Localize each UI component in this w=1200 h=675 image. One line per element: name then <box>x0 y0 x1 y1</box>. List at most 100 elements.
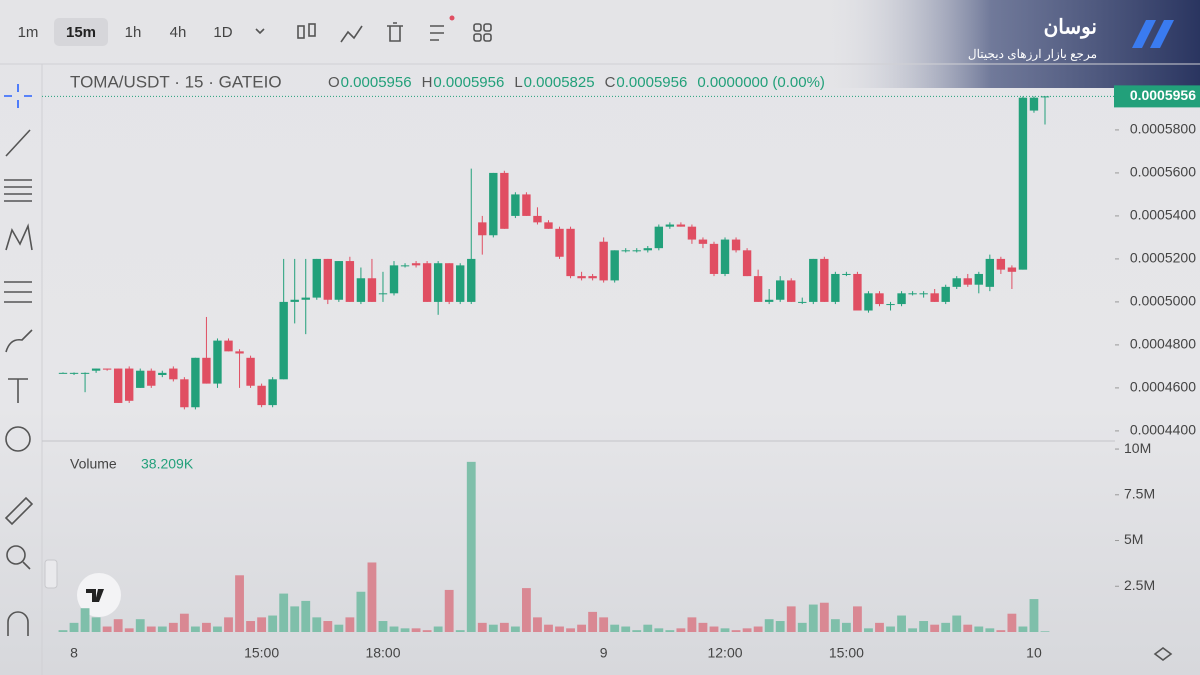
volume-bar <box>367 562 377 632</box>
volume-bar <box>996 630 1006 632</box>
candle-body <box>1007 267 1017 272</box>
list-icon[interactable] <box>430 25 444 41</box>
candle-body <box>113 368 123 403</box>
fib-tool[interactable] <box>4 179 32 202</box>
collapse-handle[interactable] <box>44 559 58 589</box>
volume-bar <box>753 626 763 632</box>
candle-body <box>775 280 785 300</box>
candle-body <box>411 263 421 266</box>
volume-bar <box>908 628 918 632</box>
interval-button[interactable]: 15m <box>66 24 96 41</box>
tv-logo <box>77 573 121 617</box>
layout-icon[interactable] <box>473 33 482 42</box>
ohlc-label: O <box>328 74 340 91</box>
brand-tagline: مرجع بازار ارزهای دیجیتال <box>968 47 1097 61</box>
volume-label: Volume <box>70 456 117 472</box>
candle-body <box>731 239 741 251</box>
tv-glyph <box>86 589 104 602</box>
ruler-tool[interactable] <box>4 496 34 526</box>
volume-bar <box>444 589 454 632</box>
volume-bar <box>157 626 167 632</box>
indicator-icon[interactable] <box>340 25 363 43</box>
emoji-tool[interactable] <box>5 426 31 452</box>
volume-bar <box>643 624 653 632</box>
interval-button[interactable]: 1h <box>125 24 142 41</box>
volume-bar <box>577 624 586 632</box>
projection-tool[interactable] <box>4 281 32 303</box>
candle-body <box>224 340 233 352</box>
line-tool[interactable] <box>5 129 31 157</box>
brand-logo <box>1132 20 1174 48</box>
candle-body <box>698 239 708 244</box>
candle-body <box>290 299 299 302</box>
volume-bar <box>334 624 344 632</box>
volume-bar <box>533 617 542 632</box>
candle-body <box>588 276 597 279</box>
volume-bar <box>654 628 664 632</box>
candle-body <box>599 241 608 281</box>
candle-body <box>378 293 388 295</box>
candle-icon[interactable] <box>297 25 305 39</box>
volume-bar <box>378 621 388 632</box>
candle-body <box>687 226 697 240</box>
volume-bar <box>301 600 311 632</box>
y-tick-label: 0.0004600 <box>1130 379 1196 395</box>
layout-icon[interactable] <box>473 23 482 32</box>
interval-dropdown[interactable] <box>255 28 265 35</box>
brush-tool[interactable] <box>5 329 33 353</box>
volume-bar <box>599 617 609 632</box>
interval-button[interactable]: 1D <box>213 24 232 41</box>
y2-tick-label: 7.5M <box>1124 485 1155 501</box>
volume-bar <box>665 630 675 632</box>
volume-bar <box>312 617 322 632</box>
ohlc-label: H <box>422 74 433 91</box>
volume-bar <box>224 617 233 632</box>
pattern-tool[interactable] <box>5 223 33 251</box>
magnet-tool[interactable] <box>7 611 29 636</box>
y-tick-label: 0.0004800 <box>1130 336 1196 352</box>
candle-body <box>301 297 310 300</box>
volume-bar <box>687 617 697 632</box>
volume-bar <box>952 615 962 632</box>
candle-body <box>875 293 884 305</box>
symbol-title: TOMA/USDT · 15 · GATEIO <box>70 72 282 91</box>
volume-bar <box>775 621 785 632</box>
candle-body <box>213 340 222 384</box>
layout-icon[interactable] <box>483 33 492 42</box>
candle-body <box>522 194 531 216</box>
candle-body <box>246 357 255 386</box>
candle-body <box>102 368 112 370</box>
y-tick-label: 0.0004400 <box>1130 422 1196 438</box>
x-tick-label: 12:00 <box>707 645 742 661</box>
interval-button[interactable]: 4h <box>170 24 187 41</box>
volume-bar <box>168 622 178 632</box>
layout-icon[interactable] <box>483 23 492 32</box>
crosshair-tool[interactable] <box>4 84 32 108</box>
ohlc-value: 0.0005956 <box>616 74 687 91</box>
candle-body <box>787 280 796 302</box>
settings-icon[interactable] <box>1153 647 1173 661</box>
candle-body <box>809 258 818 302</box>
candle-body <box>80 372 90 374</box>
y2-tick-label: 2.5M <box>1124 577 1155 593</box>
text-tool[interactable] <box>8 378 28 403</box>
y-tick-label: 0.0005200 <box>1130 250 1196 266</box>
zoom-tool[interactable] <box>22 561 31 570</box>
zoom-tool[interactable] <box>6 545 26 565</box>
candle-icon[interactable] <box>308 23 316 37</box>
volume-bar <box>69 622 79 632</box>
interval-button[interactable]: 1m <box>18 24 39 41</box>
candle-body <box>235 351 244 354</box>
volume-bar <box>433 626 443 632</box>
candle-body <box>69 372 79 374</box>
candle-body <box>467 258 476 302</box>
volume-bar <box>720 628 730 632</box>
candle-body <box>136 370 145 388</box>
candle-body <box>555 228 564 257</box>
y2-tick-label: 10M <box>1124 440 1151 456</box>
delete-icon[interactable] <box>387 22 403 42</box>
candle-body <box>930 293 939 302</box>
candle-body <box>886 304 895 306</box>
